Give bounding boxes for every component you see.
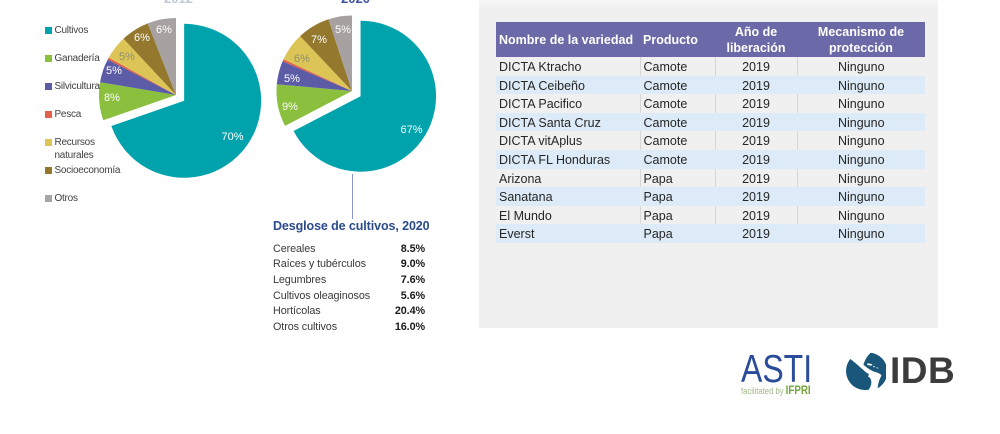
svg-text:5%: 5% <box>119 51 135 63</box>
svg-text:6%: 6% <box>134 32 150 44</box>
svg-text:6%: 6% <box>156 24 172 36</box>
svg-text:7%: 7% <box>311 34 327 46</box>
svg-text:5%: 5% <box>106 65 122 77</box>
svg-text:5%: 5% <box>284 73 300 85</box>
svg-text:5%: 5% <box>335 24 351 36</box>
svg-text:70%: 70% <box>221 131 243 143</box>
svg-text:8%: 8% <box>104 92 120 104</box>
svg-text:6%: 6% <box>294 53 310 65</box>
svg-text:9%: 9% <box>282 101 298 113</box>
svg-text:67%: 67% <box>400 124 422 136</box>
